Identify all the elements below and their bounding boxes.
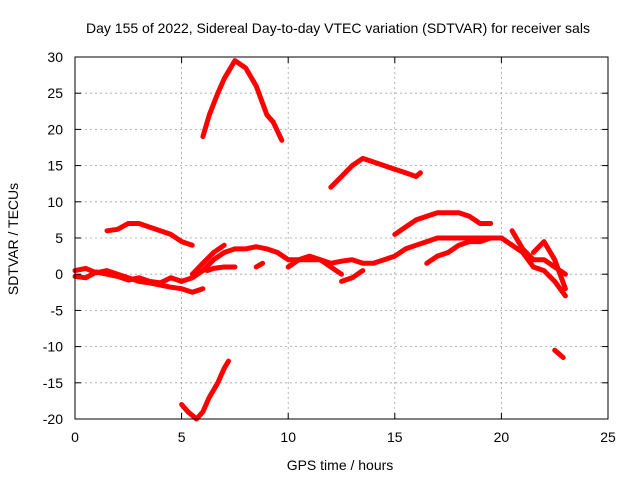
x-tick-label: 10 <box>280 429 296 445</box>
x-tick-label: 20 <box>494 429 510 445</box>
series-arc-13 <box>392 210 494 237</box>
y-tick-label: 30 <box>47 49 63 65</box>
y-tick-label: -10 <box>43 339 63 355</box>
series-arc-5 <box>179 235 504 284</box>
y-tick-label: 20 <box>47 121 63 137</box>
series-arc-3 <box>104 221 195 248</box>
series-arc-4 <box>179 358 231 422</box>
y-tick-label: 25 <box>47 85 63 101</box>
tick-labels: 0 5 10 15 20 25 -20 -15 -10 -5 0 5 10 15 20 25 30 <box>43 49 616 445</box>
grid <box>75 57 608 419</box>
y-tick-label: 15 <box>47 158 63 174</box>
x-tick-label: 5 <box>178 429 186 445</box>
y-tick-label: 5 <box>55 230 63 246</box>
series-arc-7 <box>204 264 238 274</box>
series-arc-14 <box>424 235 568 299</box>
y-tick-label: 0 <box>55 266 63 282</box>
series-arc-9 <box>200 58 285 143</box>
chart-title: Day 155 of 2022, Sidereal Day-to-day VTE… <box>86 20 590 36</box>
y-tick-label: 10 <box>47 194 63 210</box>
series-arc-16 <box>530 239 568 292</box>
x-tick-label: 15 <box>387 429 403 445</box>
y-tick-label: -5 <box>51 302 64 318</box>
x-tick-label: 0 <box>71 429 79 445</box>
series-arc-10 <box>285 253 344 277</box>
y-axis-label: SDTVAR / TECUs <box>5 183 21 295</box>
series-arc-6 <box>189 242 227 277</box>
y-tick-label: -20 <box>43 411 63 427</box>
series-arc-8 <box>253 260 266 270</box>
series-arc-2 <box>72 269 185 286</box>
series-group <box>72 58 568 422</box>
x-tick-label: 25 <box>600 429 616 445</box>
y-tick-label: -15 <box>43 375 63 391</box>
series-arc-11 <box>339 268 366 284</box>
series-arc-12 <box>328 155 423 190</box>
series-arc-17 <box>552 347 566 360</box>
x-axis-label: GPS time / hours <box>287 457 394 473</box>
